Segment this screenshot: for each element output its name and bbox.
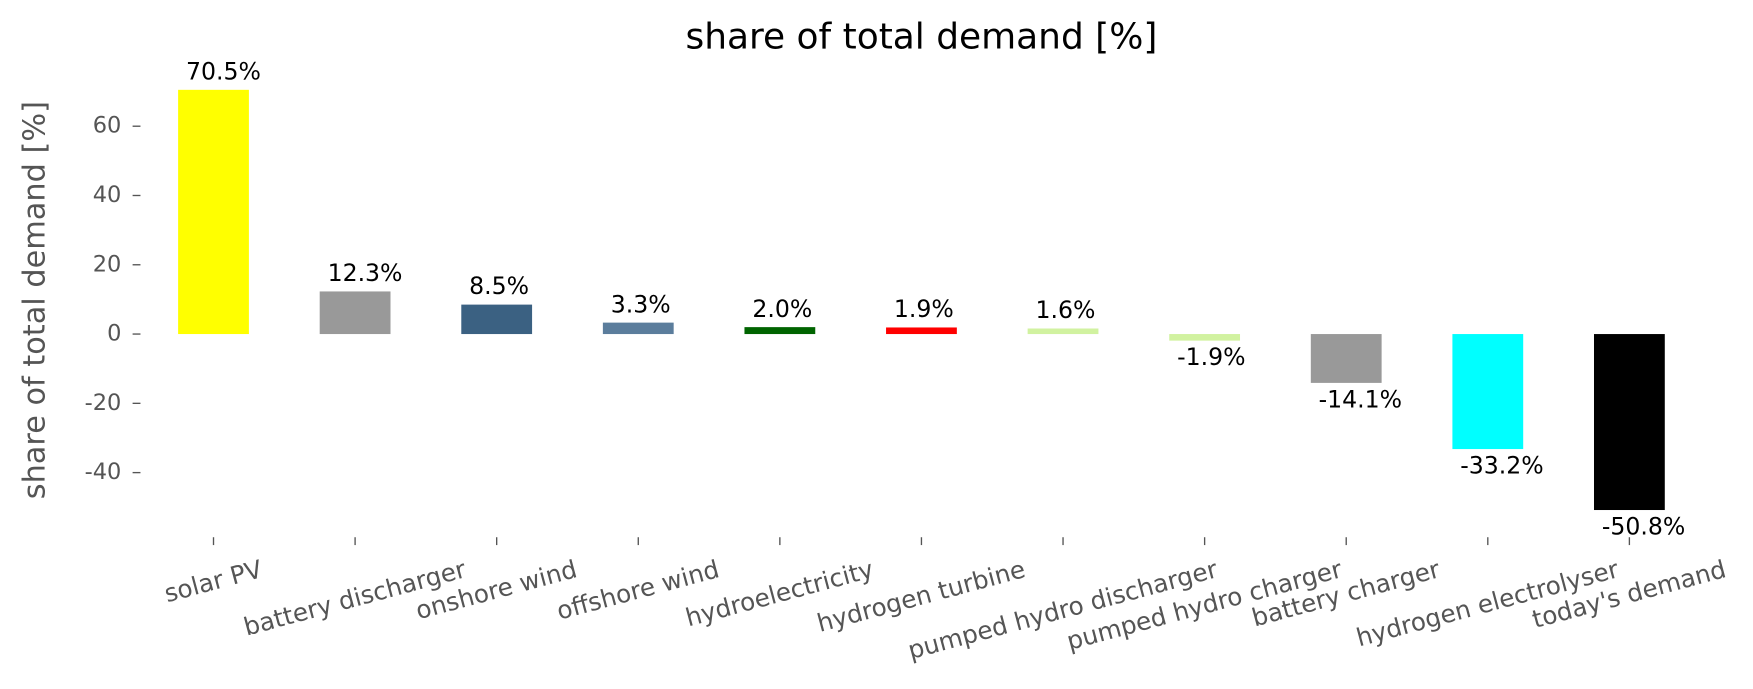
bar xyxy=(319,291,391,335)
value-label: 1.9% xyxy=(894,295,954,323)
value-label: -1.9% xyxy=(1177,343,1245,371)
y-axis-label: share of total demand [%] xyxy=(17,101,52,499)
y-tick-label: -40 xyxy=(85,459,122,485)
value-label: -33.2% xyxy=(1460,452,1543,480)
value-label: 1.6% xyxy=(1036,296,1096,324)
y-tick-label: -20 xyxy=(85,390,122,416)
bar xyxy=(1310,334,1382,383)
value-label: 8.5% xyxy=(469,272,529,300)
y-tick-label: 0 xyxy=(107,321,121,347)
value-label: -14.1% xyxy=(1319,385,1402,413)
bar xyxy=(461,304,533,335)
value-label: 2.0% xyxy=(752,295,812,323)
bar xyxy=(886,327,957,335)
x-tick-label: solar PV xyxy=(161,554,265,608)
y-tick-label: 20 xyxy=(93,251,122,277)
y-tick-label: 40 xyxy=(93,182,122,208)
bar xyxy=(1452,334,1524,450)
y-tick-label: 60 xyxy=(93,113,122,139)
chart-title: share of total demand [%] xyxy=(686,16,1158,57)
value-label: 3.3% xyxy=(611,290,671,318)
value-label: 12.3% xyxy=(328,259,403,287)
bar xyxy=(602,322,674,335)
value-label: -50.8% xyxy=(1602,513,1685,541)
bar xyxy=(744,327,816,335)
bar xyxy=(1027,328,1099,335)
bar xyxy=(178,89,249,335)
value-label: 70.5% xyxy=(186,57,261,85)
bar xyxy=(1593,334,1665,511)
bar xyxy=(1169,334,1241,341)
